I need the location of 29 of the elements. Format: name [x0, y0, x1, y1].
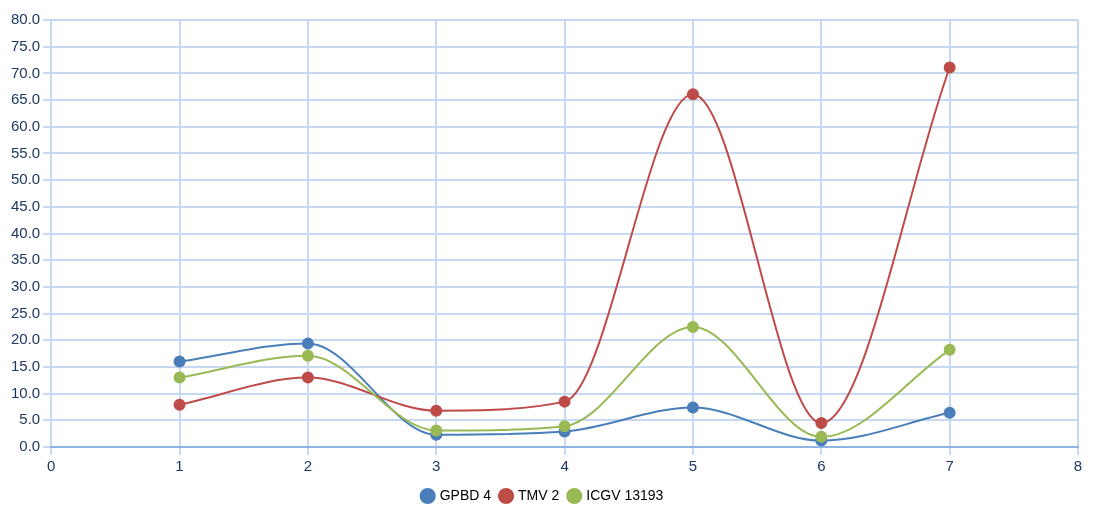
x-tick-label: 8: [1073, 457, 1083, 475]
x-tick-label: 0: [47, 457, 56, 475]
y-tick-label: 10.0: [10, 383, 41, 401]
x-tick-label: 6: [817, 457, 826, 475]
y-tick-label: 70.0: [10, 63, 41, 81]
y-tick-label: 75.0: [10, 36, 41, 54]
x-tick-label: 5: [688, 457, 698, 475]
y-tick-label: 55.0: [10, 143, 41, 161]
y-tick-label: 65.0: [10, 90, 41, 108]
y-tick-label: 30.0: [10, 277, 41, 295]
y-tick-label: 5.0: [19, 410, 41, 428]
y-tick-label: 15.0: [10, 357, 41, 375]
y-tick-label: 35.0: [10, 250, 41, 268]
y-tick-label: 20.0: [10, 330, 41, 348]
legend-label: ICGV 13193: [586, 486, 664, 503]
y-tick-label: 50.0: [10, 170, 41, 188]
y-tick-label: 25.0: [10, 303, 41, 321]
y-tick-label: 0.0: [19, 437, 41, 455]
legend-label: TMV 2: [518, 486, 560, 503]
x-tick-label: 7: [945, 457, 954, 475]
y-tick-label: 60.0: [10, 116, 41, 134]
x-tick-label: 3: [432, 457, 441, 475]
x-tick-label: 1: [175, 457, 184, 475]
y-tick-label: 80.0: [10, 10, 41, 28]
legend-label: GPBD 4: [439, 486, 492, 503]
y-tick-label: 40.0: [10, 223, 41, 241]
y-tick-label: 45.0: [10, 196, 41, 214]
x-tick-label: 4: [560, 457, 569, 475]
x-tick-label: 2: [303, 457, 313, 475]
